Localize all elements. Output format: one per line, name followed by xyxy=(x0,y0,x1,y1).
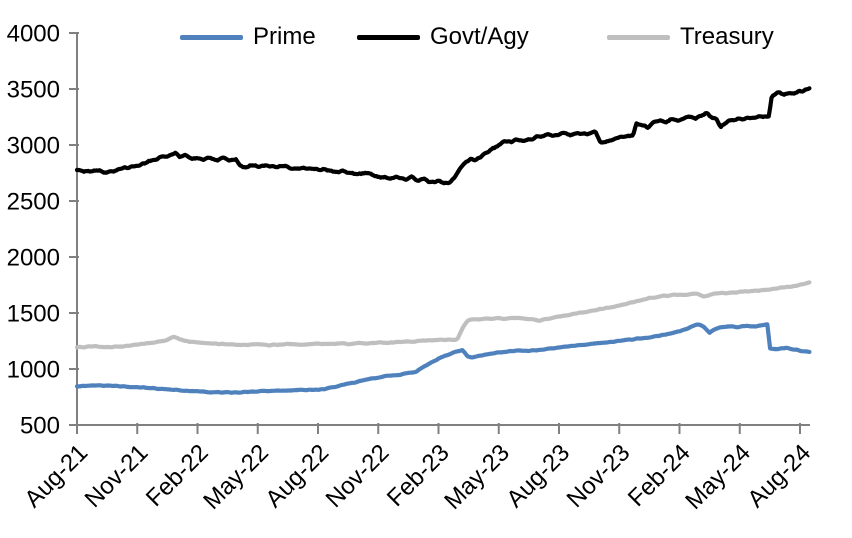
legend-label-prime: Prime xyxy=(253,23,316,50)
prime-line-swatch xyxy=(180,34,243,40)
treasury-line-swatch xyxy=(607,34,670,40)
legend-item-govt-agy: Govt/Agy xyxy=(357,24,529,50)
svg-text:Nov-23: Nov-23 xyxy=(562,439,636,513)
govt-agy-line-swatch xyxy=(357,34,420,40)
svg-text:May-22: May-22 xyxy=(198,439,274,515)
svg-text:May-24: May-24 xyxy=(680,439,756,515)
legend-item-treasury: Treasury xyxy=(607,24,774,50)
svg-text:Aug-22: Aug-22 xyxy=(260,439,334,513)
svg-text:4000: 4000 xyxy=(7,21,60,48)
svg-text:3000: 3000 xyxy=(7,133,60,160)
legend-item-prime: Prime xyxy=(180,24,316,50)
legend: Prime Govt/Agy Treasury xyxy=(0,0,852,50)
svg-text:2500: 2500 xyxy=(7,189,60,216)
svg-text:May-23: May-23 xyxy=(439,439,515,515)
legend-label-treasury: Treasury xyxy=(680,23,774,50)
legend-label-govt-agy: Govt/Agy xyxy=(430,23,529,50)
svg-text:500: 500 xyxy=(20,413,60,440)
svg-text:2000: 2000 xyxy=(7,245,60,272)
svg-text:Nov-21: Nov-21 xyxy=(80,439,154,513)
svg-text:Nov-22: Nov-22 xyxy=(321,439,395,513)
svg-text:Aug-24: Aug-24 xyxy=(742,439,816,513)
svg-text:1500: 1500 xyxy=(7,301,60,328)
svg-text:Aug-21: Aug-21 xyxy=(19,439,93,513)
svg-text:3500: 3500 xyxy=(7,77,60,104)
svg-text:Aug-23: Aug-23 xyxy=(501,439,575,513)
svg-text:1000: 1000 xyxy=(7,357,60,384)
